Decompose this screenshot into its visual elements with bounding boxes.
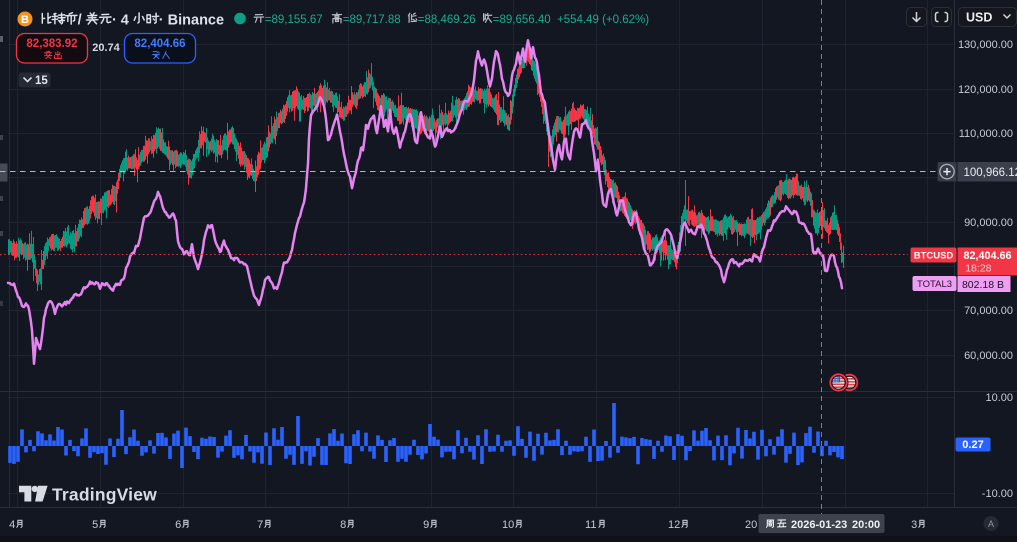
svg-text:130,000.00: 130,000.00 xyxy=(958,39,1013,51)
svg-text:B: B xyxy=(21,14,29,26)
svg-text:USD: USD xyxy=(966,11,992,25)
svg-text:=88,469.26: =88,469.26 xyxy=(418,14,476,26)
svg-text:100,966.12: 100,966.12 xyxy=(964,167,1017,179)
svg-text:3: 3 xyxy=(911,519,917,531)
svg-text:18:28: 18:28 xyxy=(965,263,991,275)
svg-text:20:00: 20:00 xyxy=(852,519,880,531)
svg-text:120,000.00: 120,000.00 xyxy=(958,84,1013,96)
svg-text:=89,656.40: =89,656.40 xyxy=(493,14,551,26)
svg-text:5: 5 xyxy=(92,519,98,531)
svg-text:· Binance: · Binance xyxy=(159,13,224,29)
svg-text:=89,155.67: =89,155.67 xyxy=(265,14,323,26)
svg-text:70,000.00: 70,000.00 xyxy=(964,305,1013,317)
svg-text:6: 6 xyxy=(175,519,181,531)
svg-text:10: 10 xyxy=(502,519,514,531)
svg-text:· 4: · 4 xyxy=(112,13,129,29)
svg-text:12: 12 xyxy=(668,519,680,531)
svg-text:10.00: 10.00 xyxy=(985,392,1013,404)
svg-text:7: 7 xyxy=(257,519,263,531)
svg-text:90,000.00: 90,000.00 xyxy=(964,217,1013,229)
svg-text:2026-01-23: 2026-01-23 xyxy=(791,519,847,531)
svg-text:8: 8 xyxy=(340,519,346,531)
svg-text:A: A xyxy=(988,519,994,529)
svg-text:/: / xyxy=(78,13,82,29)
svg-text:9: 9 xyxy=(423,519,429,531)
svg-text:82,404.66: 82,404.66 xyxy=(134,38,185,50)
svg-text:15: 15 xyxy=(35,75,48,87)
svg-text:TradingView: TradingView xyxy=(52,485,157,505)
svg-text:4: 4 xyxy=(9,519,15,531)
svg-text:0.27: 0.27 xyxy=(962,439,983,451)
svg-text:82,404.66: 82,404.66 xyxy=(963,250,1011,262)
svg-text:TOTAL3: TOTAL3 xyxy=(917,279,952,290)
svg-text:82,383.92: 82,383.92 xyxy=(26,38,77,50)
svg-text:-10.00: -10.00 xyxy=(982,488,1013,500)
svg-text:20: 20 xyxy=(745,519,757,531)
svg-text:802.18 B: 802.18 B xyxy=(962,279,1004,291)
svg-text:110,000.00: 110,000.00 xyxy=(959,128,1013,140)
svg-text:20.74: 20.74 xyxy=(92,42,120,54)
svg-text:BTCUSD: BTCUSD xyxy=(914,251,954,262)
svg-text:60,000.00: 60,000.00 xyxy=(964,350,1013,362)
svg-text:11: 11 xyxy=(585,519,596,531)
svg-text:=89,717.88: =89,717.88 xyxy=(343,14,401,26)
svg-text:+554.49 (+0.62%): +554.49 (+0.62%) xyxy=(557,14,649,26)
